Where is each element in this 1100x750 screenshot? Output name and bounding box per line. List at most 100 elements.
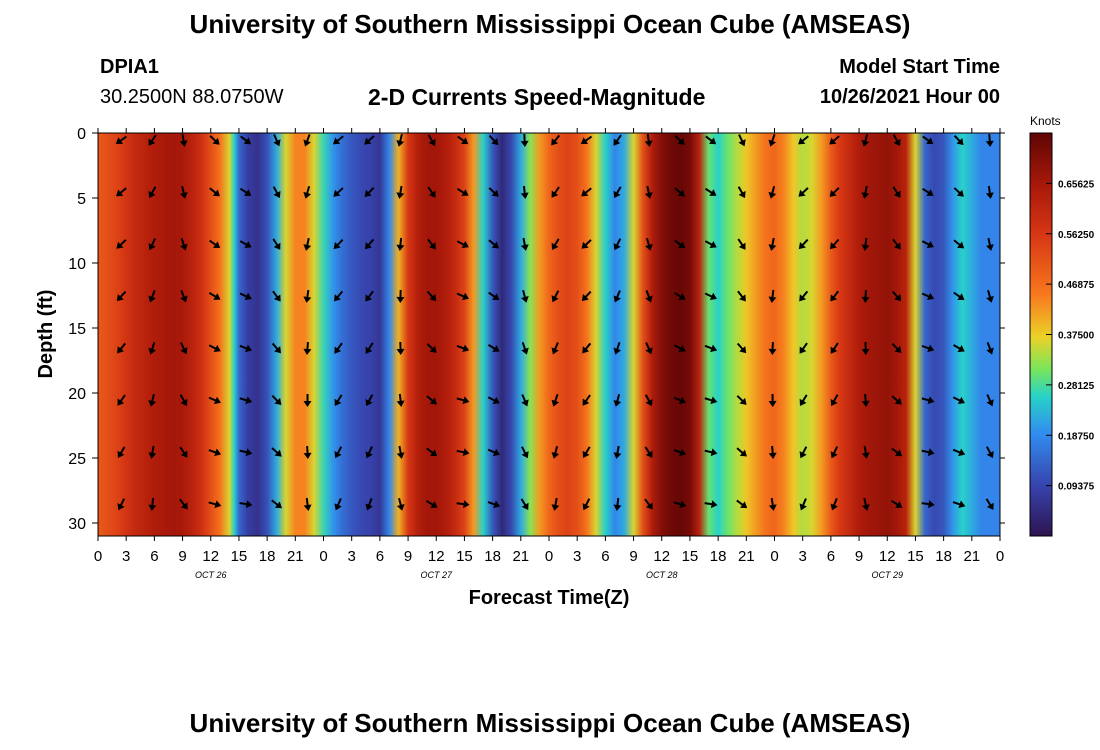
x-tick-label: 0 — [319, 548, 327, 565]
x-tick-label: 18 — [935, 548, 952, 565]
current-arrow — [239, 292, 252, 301]
x-tick-label: 18 — [259, 548, 276, 565]
current-arrow — [582, 498, 591, 511]
current-arrow — [921, 448, 935, 457]
x-tick-label: 21 — [512, 548, 529, 565]
current-arrow — [921, 292, 935, 301]
current-arrow — [704, 344, 718, 353]
current-arrow — [861, 341, 870, 355]
current-arrow — [986, 394, 994, 407]
current-arrow — [768, 289, 777, 303]
figure-title: University of Southern Mississippi Ocean… — [189, 9, 911, 39]
x-tick-label: 15 — [231, 548, 248, 565]
current-arrow — [829, 187, 840, 197]
current-arrow — [704, 396, 718, 405]
current-arrow — [333, 238, 344, 250]
current-arrow — [334, 498, 342, 511]
current-arrow — [179, 394, 188, 407]
current-arrow — [148, 393, 157, 407]
y-tick-label: 25 — [68, 451, 86, 468]
current-arrow — [456, 292, 470, 301]
current-arrow — [673, 396, 686, 405]
current-arrow — [179, 498, 188, 510]
current-arrow — [117, 446, 126, 459]
current-arrow — [209, 187, 220, 197]
current-arrow — [673, 500, 687, 509]
current-arrow — [180, 290, 188, 303]
current-arrow — [952, 448, 966, 457]
colorbar-tick-label: 0.37500 — [1058, 331, 1095, 342]
current-arrow — [365, 342, 374, 354]
y-tick-label: 15 — [68, 321, 86, 338]
current-arrow — [861, 497, 870, 511]
current-arrow — [521, 341, 529, 355]
current-arrow — [272, 186, 281, 199]
current-arrow — [520, 185, 529, 199]
current-arrow — [768, 237, 777, 251]
current-arrow — [272, 290, 281, 302]
current-arrow — [487, 344, 500, 352]
x-tick-label: 6 — [150, 548, 158, 565]
current-arrow — [396, 185, 405, 199]
current-arrow — [768, 497, 777, 511]
current-arrow — [425, 499, 438, 508]
current-arrow — [456, 500, 470, 509]
current-arrow — [799, 342, 808, 354]
current-arrow — [117, 342, 127, 354]
current-arrow — [426, 290, 437, 302]
x-tick-label: 12 — [202, 548, 219, 565]
colorbar-tick-label: 0.56250 — [1058, 230, 1095, 241]
current-arrow — [613, 497, 622, 511]
current-arrow — [365, 394, 374, 407]
current-arrow — [799, 446, 808, 459]
y-tick-label: 10 — [68, 256, 86, 273]
current-arrow — [673, 448, 687, 457]
current-arrow — [705, 135, 717, 145]
current-arrow — [798, 187, 809, 197]
current-arrow — [333, 135, 344, 145]
current-arrow — [861, 237, 870, 251]
current-arrow — [922, 135, 934, 145]
current-arrow — [488, 239, 500, 249]
colorbar: Knots 0.65625 0.56250 0.46875 0.37500 0.2812… — [1029, 114, 1095, 537]
current-arrow — [704, 292, 717, 301]
current-arrow — [581, 290, 592, 302]
current-arrow — [738, 134, 746, 147]
current-arrow — [613, 445, 622, 459]
current-arrow — [736, 342, 747, 354]
current-arrow — [487, 396, 500, 405]
current-arrow — [551, 445, 560, 459]
current-arrow — [303, 237, 312, 251]
colorbar-tick-label: 0.65625 — [1058, 179, 1095, 190]
station-location: 30.2500N 88.0750W — [100, 86, 284, 108]
current-arrow — [488, 187, 499, 197]
current-arrow — [208, 344, 221, 353]
current-arrow — [179, 237, 188, 251]
current-arrow — [644, 185, 653, 199]
current-arrow — [829, 238, 840, 250]
current-arrow — [953, 134, 964, 146]
current-arrow — [861, 185, 870, 199]
current-arrow — [799, 498, 807, 511]
current-arrow — [208, 292, 221, 300]
current-arrow — [985, 185, 994, 199]
x-tick-label: 12 — [879, 548, 896, 565]
current-arrow — [736, 395, 747, 405]
current-arrow — [644, 446, 653, 458]
current-arrow — [829, 135, 840, 145]
current-arrow — [427, 186, 436, 198]
speed-heatmap — [98, 133, 1000, 536]
colorbar-tick-label: 0.46875 — [1058, 280, 1095, 291]
current-arrow — [705, 187, 717, 196]
current-arrow — [396, 497, 405, 511]
current-arrow — [303, 185, 312, 199]
current-arrow — [116, 239, 127, 249]
current-arrow — [551, 238, 560, 251]
current-arrow — [921, 240, 934, 249]
current-arrow — [272, 238, 281, 250]
current-arrow — [582, 394, 591, 406]
current-arrow — [861, 445, 870, 459]
current-arrow — [613, 186, 622, 199]
x-tick-label: 0 — [94, 548, 102, 565]
day-label: OCT 29 — [871, 570, 903, 580]
